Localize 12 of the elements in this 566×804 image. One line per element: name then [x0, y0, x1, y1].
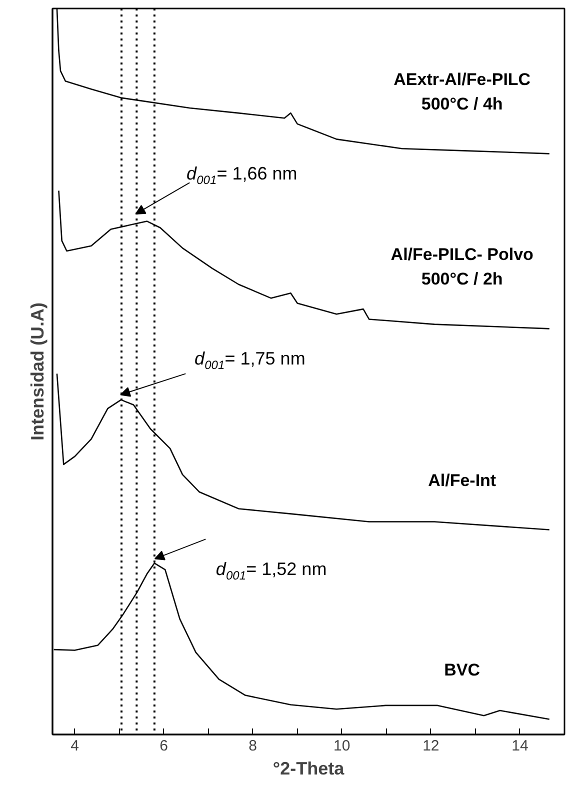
- series-label: AExtr-Al/Fe-PILC 500°C / 4h: [394, 70, 531, 114]
- x-tick-label: 14: [512, 738, 528, 754]
- x-tick-label: 8: [248, 738, 258, 754]
- series-label: Al/Fe-PILC- Polvo 500°C / 2h: [390, 244, 534, 289]
- series-label: Al/Fe-Int: [428, 470, 496, 490]
- x-tick-label: 6: [160, 738, 168, 754]
- x-tick-label: 4: [70, 738, 79, 754]
- y-axis-title: Intensidad (U.A): [28, 302, 48, 440]
- x-axis-title: °2-Theta: [272, 758, 346, 778]
- x-tick-label: 10: [334, 738, 350, 754]
- series-label: BVC: [444, 660, 480, 680]
- x-tick-label: 12: [422, 738, 440, 754]
